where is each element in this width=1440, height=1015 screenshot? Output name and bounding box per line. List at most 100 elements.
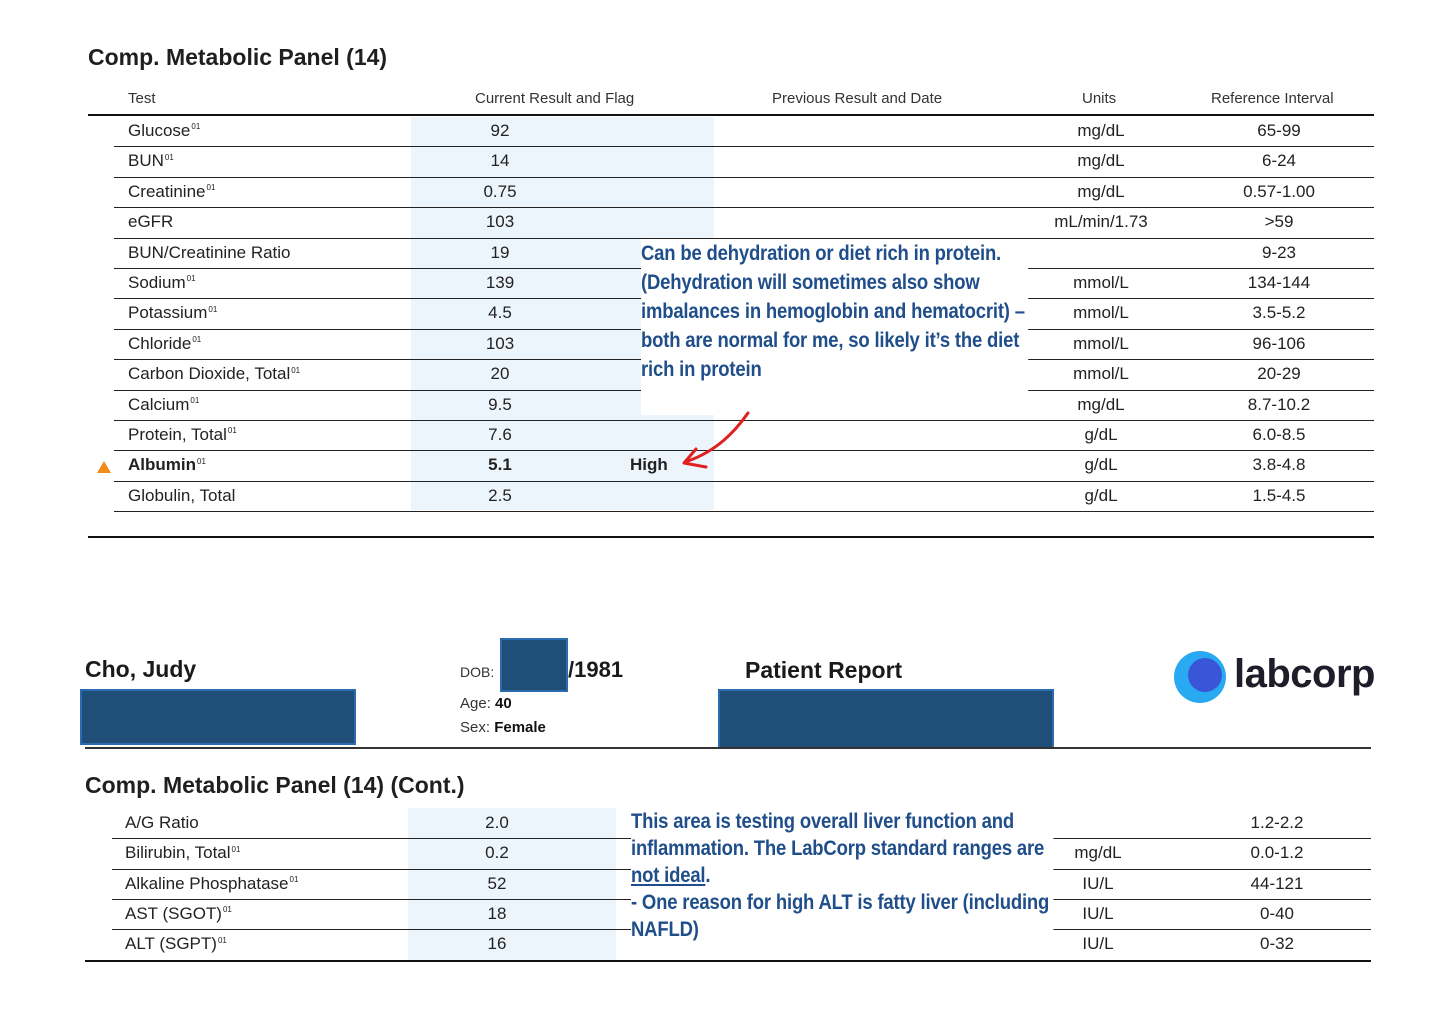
test-name: eGFR (128, 212, 173, 232)
reference-interval: 65-99 (1257, 121, 1301, 140)
sex-line: Sex: Female (460, 719, 546, 736)
row-rule (114, 176, 1374, 178)
panel2-result-column-shade (408, 808, 616, 960)
result-value: 7.6 (488, 425, 512, 444)
result-value: 4.5 (488, 303, 512, 323)
reference-interval: 96-106 (1252, 333, 1306, 353)
test-name: Alkaline Phosphatase01 (125, 874, 298, 894)
footnote-marker: 01 (206, 183, 216, 193)
header-current-result: Current Result and Flag (475, 90, 635, 107)
header-reference: Reference Interval (1211, 90, 1334, 107)
reference-interval: 1.2-2.2 (1250, 813, 1304, 832)
age-label: Age: (460, 695, 491, 712)
test-name: Protein, Total01 (128, 425, 237, 445)
test-name: AST (SGOT)01 (125, 904, 232, 924)
reference-interval: 1.5-4.5 (1252, 485, 1306, 505)
footnote-marker: 01 (227, 426, 237, 436)
redacted-block-left (80, 689, 356, 745)
patient-header-rule (85, 747, 1371, 749)
result-value: 0.75 (483, 181, 517, 201)
result-value: 2.5 (488, 485, 512, 505)
units-value: g/dL (1084, 455, 1118, 475)
result-value: 20 (490, 364, 510, 384)
reference-interval: 0-40 (1259, 903, 1295, 923)
units-value: mL/min/1.73 (1054, 212, 1148, 232)
age-line: Age: 40 (460, 695, 512, 712)
result-value: 19 (490, 242, 510, 262)
test-name: Creatinine01 (128, 182, 215, 202)
test-name-text: eGFR (128, 212, 174, 232)
footnote-marker: 01 (192, 335, 202, 345)
test-name: Potassium01 (128, 303, 217, 323)
test-name-text: A/G Ratio (125, 813, 199, 832)
units-value: g/dL (1084, 485, 1118, 505)
panel1-title: Comp. Metabolic Panel (14) (88, 44, 388, 70)
row-rule (114, 450, 1374, 452)
test-name: A/G Ratio (125, 813, 199, 833)
reference-interval: 6.0-8.5 (1252, 425, 1306, 444)
units-value: IU/L (1082, 873, 1114, 893)
footnote-marker: 01 (164, 152, 174, 162)
units-value: mg/dL (1077, 394, 1125, 414)
units-value: mmol/L (1073, 333, 1129, 353)
panel1-bottom-rule (88, 536, 1374, 538)
reference-interval: 0.57-1.00 (1243, 181, 1315, 201)
panel2-title: Comp. Metabolic Panel (14) (Cont.) (85, 772, 465, 798)
result-value: 92 (490, 121, 510, 140)
footnote-marker: 01 (191, 122, 201, 132)
reference-interval: 3.5-5.2 (1252, 303, 1306, 323)
test-name: Albumin01 (128, 455, 206, 475)
liver-note-underlined: not ideal (631, 864, 706, 887)
row-rule (114, 237, 1374, 239)
footnote-marker: 01 (217, 935, 227, 945)
test-name-text: Sodium (128, 273, 186, 292)
annotation-note-liver: This area is testing overall liver funct… (631, 808, 1054, 948)
row-rule (114, 146, 1374, 148)
footnote-marker: 01 (222, 905, 232, 915)
reference-interval: >59 (1264, 212, 1294, 232)
dob-label: DOB: (460, 664, 495, 680)
test-name-text: Potassium (128, 303, 208, 323)
test-name-text: BUN (128, 151, 164, 171)
labcorp-logo-icon (1174, 651, 1226, 703)
test-name-text: Chloride (128, 333, 192, 353)
row-rule (85, 959, 1371, 962)
dob-year: /1981 (568, 657, 624, 682)
annotation-note-protein: Can be dehydration or diet rich in prote… (641, 239, 1029, 415)
units-value: IU/L (1082, 903, 1114, 923)
liver-note-text: This area is testing overall liver funct… (631, 810, 1045, 860)
high-flag-icon (97, 461, 111, 474)
sex-value: Female (494, 719, 546, 736)
redacted-dob (500, 638, 568, 692)
result-value: 103 (485, 212, 515, 232)
table-top-rule (88, 114, 1374, 116)
header-test: Test (128, 90, 156, 107)
test-name-text: Globulin, Total (128, 485, 236, 505)
reference-interval: 20-29 (1257, 364, 1301, 384)
units-value: g/dL (1084, 425, 1118, 444)
test-name-text: ALT (SGPT) (125, 934, 217, 954)
test-name: ALT (SGPT)01 (125, 934, 227, 954)
row-rule (114, 207, 1374, 209)
liver-note-period: . (705, 864, 711, 887)
test-name-text: Glucose (128, 121, 191, 140)
test-name-text: Albumin (128, 455, 196, 475)
result-value: 52 (487, 873, 507, 893)
result-value: 2.0 (485, 813, 509, 832)
footnote-marker: 01 (190, 395, 200, 405)
units-value: mg/dL (1077, 181, 1125, 201)
labcorp-logo: labcorp (1174, 650, 1375, 706)
footnote-marker: 01 (291, 365, 301, 375)
test-name: Globulin, Total (128, 486, 235, 506)
result-value: 14 (490, 151, 510, 171)
reference-interval: 9-23 (1261, 242, 1297, 262)
test-name-text: Calcium (128, 394, 190, 414)
test-name: Chloride01 (128, 334, 201, 354)
test-name: Sodium01 (128, 273, 196, 293)
test-name: Glucose01 (128, 121, 200, 141)
test-name-text: Protein, Total (128, 425, 227, 444)
reference-interval: 3.8-4.8 (1252, 455, 1306, 475)
footnote-marker: 01 (186, 274, 196, 284)
units-value: mmol/L (1073, 303, 1129, 323)
result-value: 18 (487, 903, 507, 923)
